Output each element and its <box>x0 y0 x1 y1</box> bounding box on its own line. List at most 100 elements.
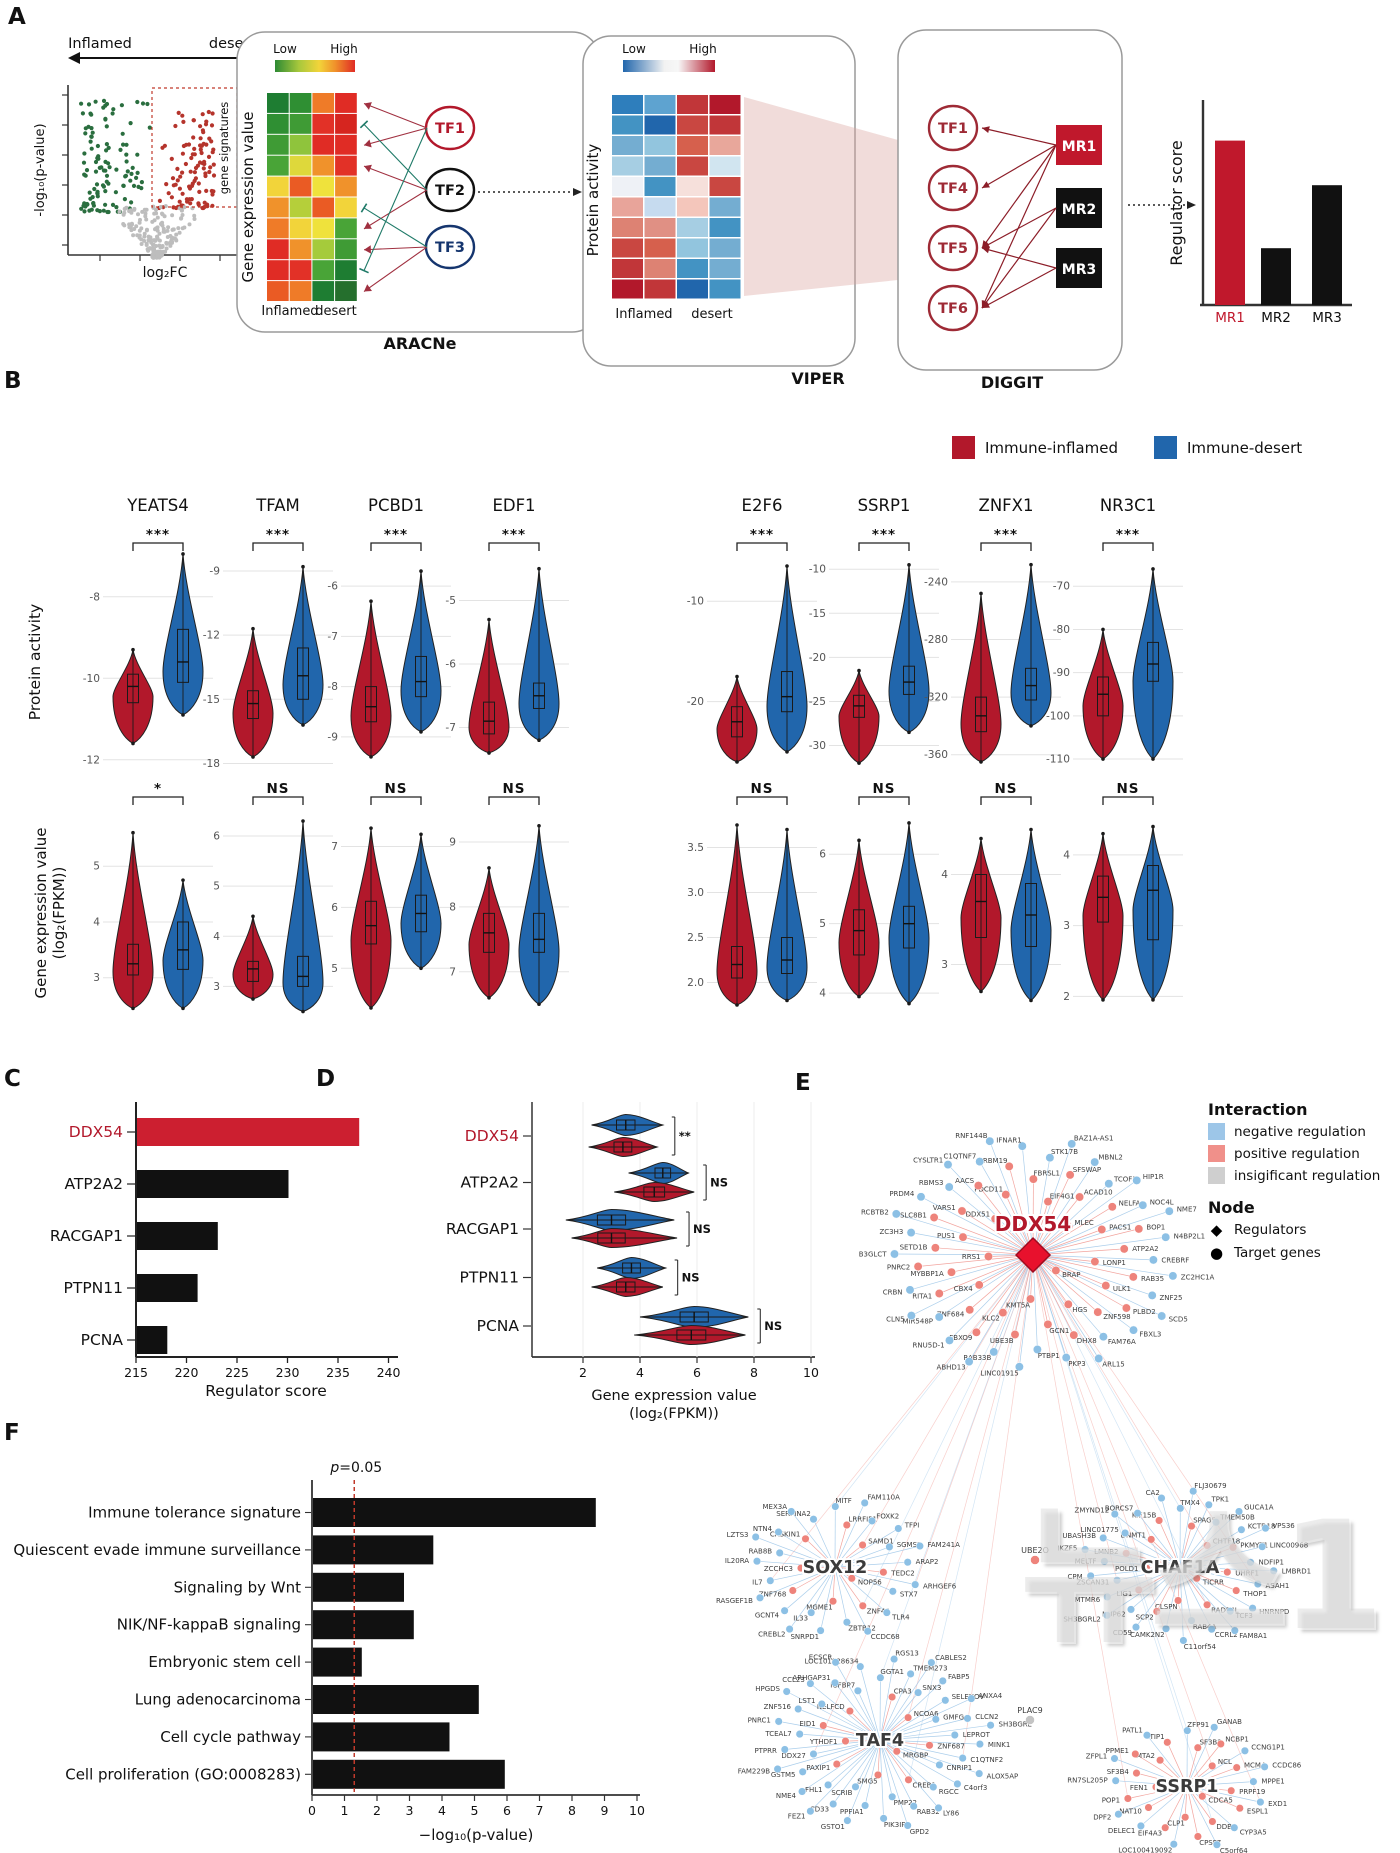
panel-label-a: A <box>8 4 26 30</box>
regulation-edge <box>1135 1753 1188 1787</box>
mr-to-tf-edge <box>981 144 1057 189</box>
target-gene-node <box>788 1586 797 1595</box>
d-sig-label: NS <box>682 1271 700 1285</box>
circle-icon: ● <box>1209 1244 1224 1262</box>
target-gene-node <box>755 1593 765 1602</box>
volcano-point-red <box>180 170 185 175</box>
regulation-edge <box>1136 1772 1188 1787</box>
target-gene-label: DNMT1 <box>1121 1531 1146 1539</box>
regulation-edge <box>1032 1254 1154 1261</box>
regulation-edge <box>834 1502 866 1568</box>
target-gene-label: ULK1 <box>1113 1285 1131 1293</box>
regulation-edge <box>813 1739 881 1755</box>
y-tick-label: 7 <box>449 966 456 978</box>
target-gene-node <box>752 1557 762 1566</box>
target-gene-label: KIF15B <box>1132 1511 1157 1519</box>
target-gene-label: STX7 <box>900 1591 918 1599</box>
heatmap-cell <box>612 115 643 135</box>
d-row-label: PTPN11 <box>460 1269 519 1287</box>
regulation-edge <box>1179 1566 1236 1631</box>
regulation-edge <box>792 1566 836 1591</box>
target-gene-node <box>890 1249 899 1259</box>
target-gene-node <box>751 1532 760 1542</box>
target-gene-node <box>1129 1325 1138 1335</box>
regulation-edge <box>1179 1561 1251 1568</box>
regulation-edge <box>801 1739 881 1792</box>
target-gene-node <box>986 1721 995 1730</box>
volcano-point-green <box>89 207 94 212</box>
volcano-point-gray <box>163 249 168 254</box>
target-gene-node <box>1192 1574 1201 1583</box>
target-gene-node <box>957 1206 967 1216</box>
regulation-edge <box>1032 1204 1143 1256</box>
score-bar-MR2 <box>1261 248 1291 305</box>
violin-box <box>177 921 189 970</box>
target-gene-node <box>809 1749 818 1759</box>
heatmap-cell <box>612 136 643 155</box>
target-gene-label: LOC100419092 <box>1118 1847 1172 1853</box>
target-gene-node <box>1093 1307 1103 1317</box>
regulation-edge <box>1179 1527 1266 1568</box>
expression-colorbar <box>275 60 355 72</box>
target-gene-node <box>925 1741 934 1750</box>
regulation-edge <box>933 1217 1034 1256</box>
target-gene-label: EIF4G1 <box>1050 1192 1075 1200</box>
target-gene-label: C11orf54 <box>1184 1643 1217 1651</box>
target-gene-node <box>934 1312 944 1322</box>
target-gene-label: RGCC <box>939 1788 959 1796</box>
target-gene-label: FAM110A <box>868 1494 901 1502</box>
long-edge <box>1032 1254 1118 1581</box>
diggit-tf-TF6 <box>927 284 979 332</box>
long-edge <box>1032 1254 1129 1799</box>
volcano-point-gray <box>130 222 134 227</box>
target-gene-node <box>913 1262 923 1271</box>
volcano-point-gray <box>157 238 162 243</box>
arrowhead <box>1187 201 1196 209</box>
volcano-point-red <box>171 183 176 188</box>
sig-label: *** <box>872 527 896 543</box>
volcano-point-green <box>135 99 140 105</box>
volcano-point-green <box>129 200 134 205</box>
target-gene-label: FEZ1 <box>788 1813 806 1821</box>
c-xlabel: Regulator score <box>205 1382 327 1400</box>
volcano-point-red <box>201 166 206 171</box>
target-gene-label: ARL15 <box>1102 1360 1124 1368</box>
gene-title: E2F6 <box>742 496 783 515</box>
volcano-point-green <box>89 126 94 131</box>
regulation-edge <box>1179 1566 1228 1573</box>
regulation-edge <box>1186 1781 1254 1787</box>
target-gene-label: TMX4 <box>1179 1499 1200 1507</box>
regulation-edge <box>1179 1547 1234 1568</box>
tspan: =0.05 <box>339 1460 382 1476</box>
target-gene-node <box>1235 1804 1244 1813</box>
volcano-point-green <box>93 159 99 165</box>
arrowhead <box>573 188 582 196</box>
target-gene-label: PNRC1 <box>748 1717 771 1725</box>
y-tick-label: -30 <box>809 740 827 752</box>
y-tick-label: 6 <box>331 902 338 914</box>
heatmap-cell <box>644 218 676 237</box>
target-gene-label: NOC4L <box>1150 1199 1174 1207</box>
y-tick-label: -12 <box>203 630 220 642</box>
regulation-edge <box>784 1566 836 1611</box>
volcano-point-red <box>192 152 197 157</box>
gene-title: TFAM <box>255 496 300 515</box>
solo-node-label: PLAC9 <box>1017 1706 1042 1715</box>
target-gene-node <box>1032 1345 1042 1354</box>
volcano-point-gray <box>161 226 166 231</box>
volcano-point-green <box>90 195 95 200</box>
inhibition-bar <box>359 267 369 274</box>
target-gene-label: CCNG1P1 <box>1251 1744 1285 1752</box>
volcano-point-green <box>90 130 95 135</box>
volcano-point-green <box>104 124 109 129</box>
y-tick-label: -10 <box>83 673 101 685</box>
heatmap-cell <box>612 156 643 176</box>
c-bar-label: ATP2A2 <box>64 1175 123 1193</box>
target-gene-label: MRGBP <box>903 1752 928 1760</box>
c-bar-DDX54 <box>137 1118 360 1146</box>
target-gene-node <box>1063 1299 1073 1309</box>
c-x-tick: 235 <box>326 1365 350 1380</box>
target-gene-label: ASAH1 <box>1266 1582 1290 1590</box>
target-gene-node <box>1208 1817 1217 1826</box>
y-tick-label: 3 <box>93 972 100 984</box>
